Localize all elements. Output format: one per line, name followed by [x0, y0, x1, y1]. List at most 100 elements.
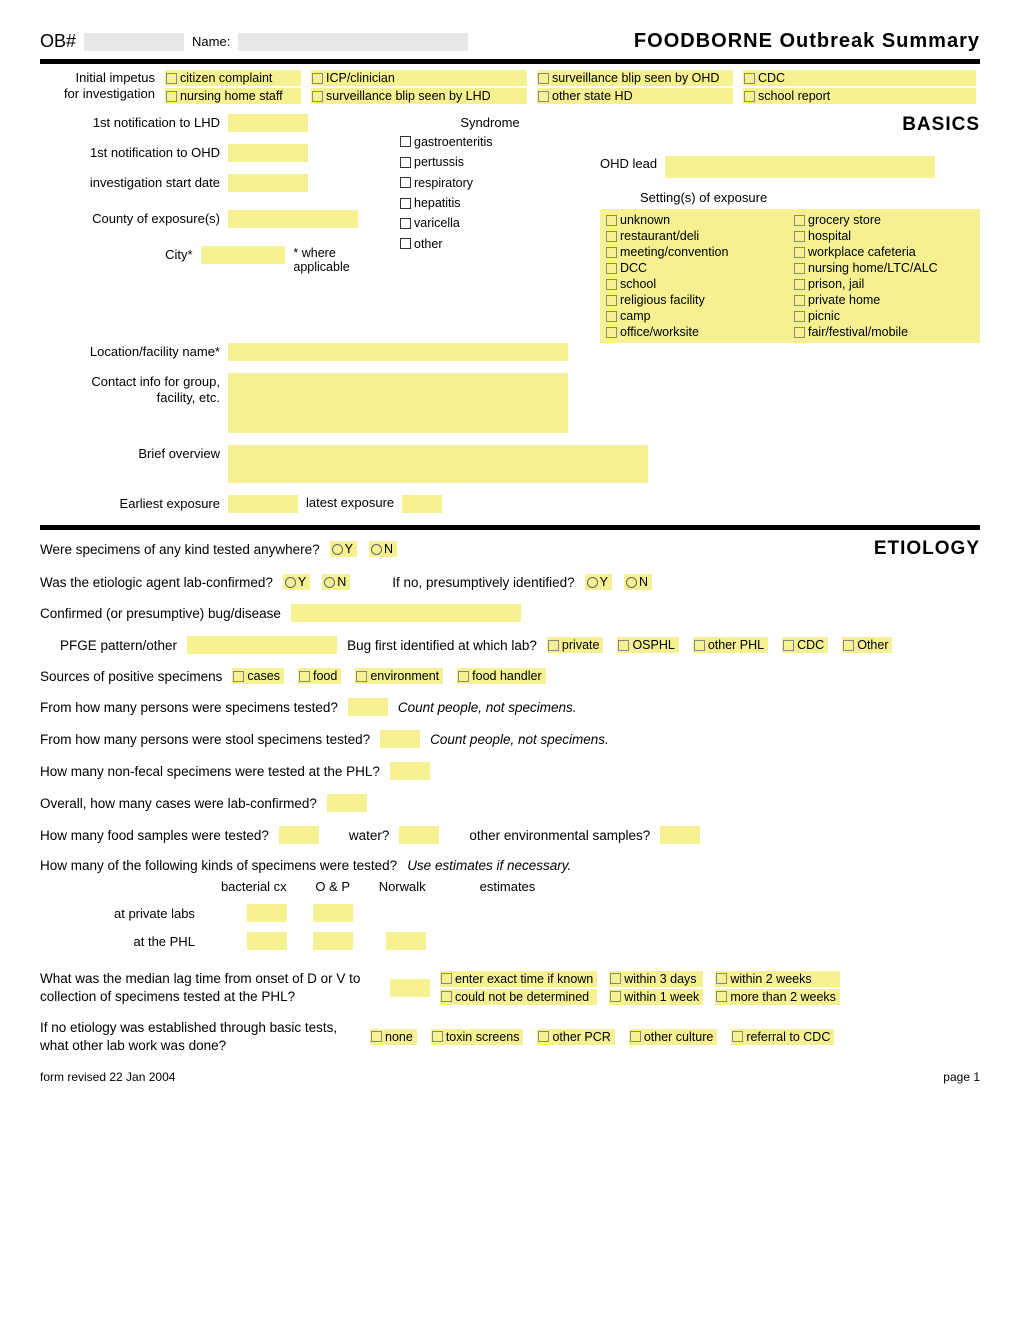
field-water[interactable]: [399, 826, 439, 844]
cb-src-env[interactable]: environment: [355, 668, 443, 684]
cb-prison[interactable]: prison, jail: [794, 277, 974, 291]
cb-picnic[interactable]: picnic: [794, 309, 974, 323]
cb-citizen-complaint[interactable]: citizen complaint: [165, 70, 301, 86]
etiology-title: ETIOLOGY: [409, 538, 980, 560]
cb-varicella[interactable]: varicella: [400, 214, 460, 232]
cb-src-cases[interactable]: cases: [232, 668, 284, 684]
cb-school[interactable]: school: [606, 277, 786, 291]
field-notif-lhd[interactable]: [228, 114, 308, 132]
cb-lag-1week[interactable]: within 1 week: [609, 989, 703, 1005]
cb-grocery[interactable]: grocery store: [794, 213, 974, 227]
ob-label: OB#: [40, 31, 76, 52]
cb-lab-other-phl[interactable]: other PHL: [693, 637, 768, 653]
name-field[interactable]: [238, 33, 468, 51]
field-persons-stool[interactable]: [380, 730, 420, 748]
cb-lab-private[interactable]: private: [547, 637, 604, 653]
cb-ol-toxin[interactable]: toxin screens: [431, 1029, 524, 1045]
cb-ol-culture[interactable]: other culture: [629, 1029, 717, 1045]
cb-lab-cdc[interactable]: CDC: [782, 637, 828, 653]
cb-lag-notdet[interactable]: could not be determined: [440, 989, 597, 1005]
basics-title: BASICS: [600, 114, 980, 136]
rb-pres-y[interactable]: Y: [585, 574, 612, 590]
rb-lab-y[interactable]: Y: [283, 574, 310, 590]
field-lag[interactable]: [390, 979, 430, 997]
impetus-label: Initial impetus for investigation: [40, 70, 155, 104]
cb-religious[interactable]: religious facility: [606, 293, 786, 307]
label-overview: Brief overview: [40, 445, 220, 462]
rb-specimens-y[interactable]: Y: [330, 541, 357, 557]
field-phl-op[interactable]: [313, 932, 353, 950]
cb-ol-none[interactable]: none: [370, 1029, 417, 1045]
field-latest[interactable]: [402, 495, 442, 513]
row-private: at private labs: [102, 900, 207, 926]
field-phl-bact[interactable]: [247, 932, 287, 950]
field-ohd-lead[interactable]: [665, 156, 935, 178]
field-env[interactable]: [660, 826, 700, 844]
field-inv-start[interactable]: [228, 174, 308, 192]
cb-cafeteria[interactable]: workplace cafeteria: [794, 245, 974, 259]
rb-lab-n[interactable]: N: [322, 574, 350, 590]
cb-lag-2weeks[interactable]: within 2 weeks: [715, 971, 840, 987]
field-pfge[interactable]: [187, 636, 337, 654]
cb-hospital[interactable]: hospital: [794, 229, 974, 243]
field-notif-ohd[interactable]: [228, 144, 308, 162]
ob-field[interactable]: [84, 33, 184, 51]
field-cases-confirmed[interactable]: [327, 794, 367, 812]
cb-office[interactable]: office/worksite: [606, 325, 786, 339]
q-water: water?: [349, 828, 390, 843]
cb-lab-other[interactable]: Other: [842, 637, 892, 653]
cb-restaurant[interactable]: restaurant/deli: [606, 229, 786, 243]
cb-pertussis[interactable]: pertussis: [400, 153, 464, 171]
cb-school-report[interactable]: school report: [743, 88, 976, 104]
cb-src-food[interactable]: food: [298, 668, 341, 684]
field-bug[interactable]: [291, 604, 521, 622]
field-facility[interactable]: [228, 343, 568, 361]
field-nonfecal[interactable]: [390, 762, 430, 780]
cb-lab-osphl[interactable]: OSPHL: [617, 637, 678, 653]
cb-meeting[interactable]: meeting/convention: [606, 245, 786, 259]
cb-other-state[interactable]: other state HD: [537, 88, 733, 104]
cb-src-handler[interactable]: food handler: [457, 668, 546, 684]
field-food-samples[interactable]: [279, 826, 319, 844]
cb-lag-exact[interactable]: enter exact time if known: [440, 971, 597, 987]
cb-private-home[interactable]: private home: [794, 293, 974, 307]
q-pfge: PFGE pattern/other: [60, 638, 177, 653]
field-priv-bact[interactable]: [247, 904, 287, 922]
basics-area: 1st notification to LHD 1st notification…: [40, 114, 980, 343]
cb-cdc[interactable]: CDC: [743, 70, 976, 86]
cb-lhd-blip[interactable]: surveillance blip seen by LHD: [311, 88, 527, 104]
field-persons-tested[interactable]: [348, 698, 388, 716]
field-phl-norwalk[interactable]: [386, 932, 426, 950]
cb-nursing-home[interactable]: nursing home staff: [165, 88, 301, 104]
cb-other-syndrome[interactable]: other: [400, 235, 443, 253]
cb-nursing-home-setting[interactable]: nursing home/LTC/ALC: [794, 261, 974, 275]
cb-respiratory[interactable]: respiratory: [400, 174, 473, 192]
cb-dcc[interactable]: DCC: [606, 261, 786, 275]
col-norwalk: Norwalk: [367, 879, 438, 898]
field-priv-op[interactable]: [313, 904, 353, 922]
cb-icp-clinician[interactable]: ICP/clinician: [311, 70, 527, 86]
cb-fair[interactable]: fair/festival/mobile: [794, 325, 974, 339]
cb-ol-pcr[interactable]: other PCR: [537, 1029, 614, 1045]
cb-lag-more2[interactable]: more than 2 weeks: [715, 989, 840, 1005]
field-contact[interactable]: [228, 373, 568, 433]
cb-unknown[interactable]: unknown: [606, 213, 786, 227]
cb-gastro[interactable]: gastroenteritis: [400, 133, 493, 151]
cb-hepatitis[interactable]: hepatitis: [400, 194, 461, 212]
field-earliest[interactable]: [228, 495, 298, 513]
rb-specimens-n[interactable]: N: [369, 541, 397, 557]
field-city[interactable]: [201, 246, 286, 264]
rb-pres-n[interactable]: N: [624, 574, 652, 590]
cb-ol-cdc[interactable]: referral to CDC: [731, 1029, 834, 1045]
cb-camp[interactable]: camp: [606, 309, 786, 323]
name-label: Name:: [192, 34, 230, 49]
field-overview[interactable]: [228, 445, 648, 483]
q-persons-tested: From how many persons were specimens tes…: [40, 700, 338, 715]
page-title: FOODBORNE Outbreak Summary: [476, 30, 980, 53]
cb-ohd-blip[interactable]: surveillance blip seen by OHD: [537, 70, 733, 86]
q-other-lab: If no etiology was established through b…: [40, 1019, 360, 1054]
cb-lag-3days[interactable]: within 3 days: [609, 971, 703, 987]
settings-grid: unknown grocery store restaurant/deli ho…: [600, 209, 980, 343]
field-county[interactable]: [228, 210, 358, 228]
q-persons-stool: From how many persons were stool specime…: [40, 732, 370, 747]
